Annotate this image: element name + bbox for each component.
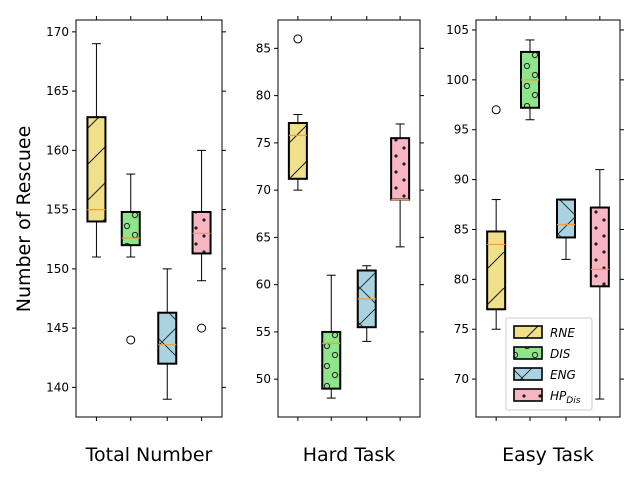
y-tick-label: 75 (454, 322, 469, 336)
y-tick-label: 70 (256, 183, 271, 197)
box-dis (120, 173, 141, 345)
box-dis (321, 274, 342, 399)
legend-swatch (513, 367, 543, 381)
legend-swatch (513, 388, 543, 402)
y-tick-label: 85 (454, 222, 469, 236)
y-tick-label: 65 (256, 230, 271, 244)
outlier-point (293, 34, 303, 44)
box-body (157, 311, 178, 365)
outlier-point (491, 105, 501, 115)
y-tick-label: 100 (446, 73, 469, 87)
y-tick-label: 105 (446, 23, 469, 37)
y-tick-label: 75 (256, 136, 271, 150)
box-body (390, 137, 411, 201)
box-rne (486, 105, 507, 330)
y-tick-label: 150 (46, 262, 69, 276)
y-tick-label: 155 (46, 203, 69, 217)
panel-3: 70 75 80 85 90 95 100 105 Easy Task (446, 16, 624, 466)
box-body (321, 330, 342, 390)
y-tick-label: 50 (256, 372, 271, 386)
legend-swatch (513, 346, 543, 360)
box-body (589, 206, 610, 288)
y-tick-label: 85 (256, 41, 271, 55)
box-body (86, 116, 107, 223)
box-body (556, 198, 576, 239)
box-hpdis (589, 169, 610, 400)
box-hpdis (390, 123, 411, 248)
y-tick-label: 145 (46, 321, 69, 335)
legend-frame (505, 317, 593, 411)
y-tick-label: 90 (454, 173, 469, 187)
box-eng (356, 265, 377, 342)
y-tick-label: 170 (46, 25, 69, 39)
box-eng (157, 268, 178, 400)
y-tick-label: 80 (256, 89, 271, 103)
box-rne (86, 43, 107, 258)
x-axis-label: Easy Task (502, 444, 594, 466)
y-tick-label: 95 (454, 123, 469, 137)
legend-label: ENG (550, 368, 576, 382)
panel-frame (75, 19, 223, 418)
box-rne (287, 34, 308, 191)
legend-item-rne: RNE (513, 325, 575, 340)
y-tick-label: 160 (46, 143, 69, 157)
box-hpdis (191, 149, 212, 333)
box-eng (556, 198, 576, 260)
legend-label: RNE (550, 326, 575, 340)
box-body (287, 122, 308, 180)
legend-swatch (513, 325, 543, 339)
panels-group: 140 145 150 155 160 165 170 Total Number 50 55 60 6… (46, 16, 624, 466)
box-dis (520, 39, 540, 121)
legend-label: DIS (550, 347, 571, 361)
legend-item-eng: ENG (513, 367, 576, 382)
y-tick-label: 70 (454, 372, 469, 386)
legend-label-subscript: Dis (566, 396, 580, 406)
x-axis-label: Hard Task (303, 444, 396, 466)
y-tick-label: 80 (454, 272, 469, 286)
x-axis-label: Total Number (85, 444, 213, 466)
box-body (120, 210, 141, 247)
panel-2: 50 55 60 65 70 75 80 85 Hard Task (256, 16, 424, 466)
legend-item-dis: DIS (513, 346, 571, 361)
outlier-point (197, 323, 207, 333)
y-tick-label: 140 (46, 380, 69, 394)
box-body (486, 230, 507, 311)
outlier-point (126, 335, 136, 345)
y-tick-label: 60 (256, 278, 271, 292)
y-tick-label: 165 (46, 84, 69, 98)
panel-frame (277, 19, 421, 418)
y-axis-label: Number of Rescuee (13, 126, 35, 313)
panel-1: 140 145 150 155 160 165 170 Total Number (46, 16, 226, 466)
y-tick-label: 55 (256, 325, 271, 339)
panel-frame (475, 19, 621, 418)
